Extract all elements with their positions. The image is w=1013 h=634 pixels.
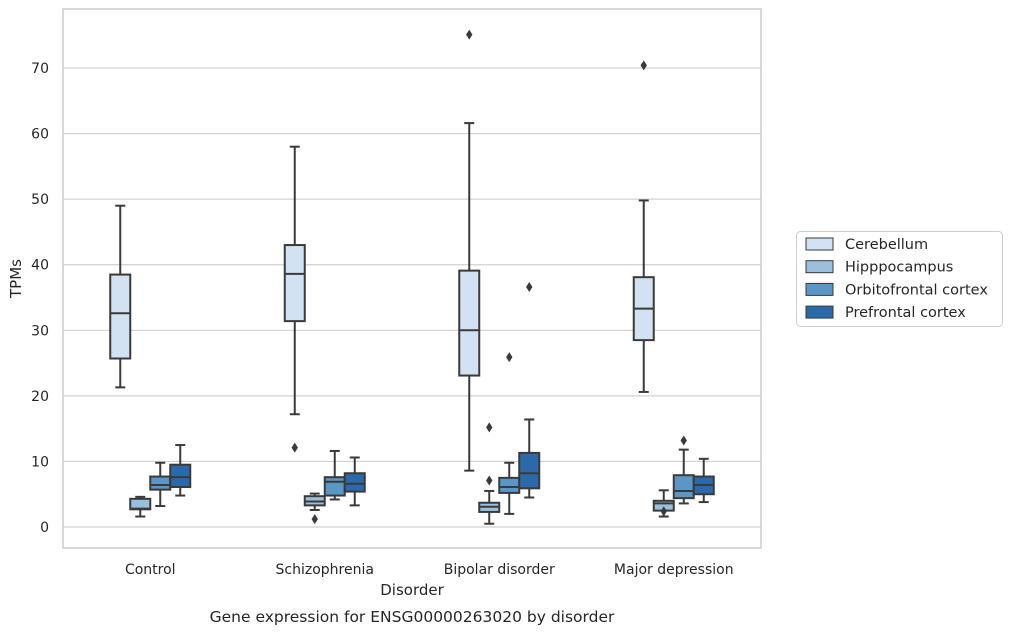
box-iqr <box>283 244 306 323</box>
box-0-1 <box>129 495 152 518</box>
legend-label: Hipppocampus <box>845 260 953 276</box>
outlier-point <box>486 422 493 433</box>
box-0-0 <box>109 204 132 389</box>
x-tick-labels: Control Schizophrenia Bipolar disorder Majo… <box>125 562 734 578</box>
y-axis-label: TPMs <box>7 259 25 299</box>
y-tick-label: 60 <box>31 127 49 143</box>
x-axis-label: Disorder <box>380 581 444 599</box>
outlier-point <box>680 435 687 446</box>
box-2-2 <box>498 352 521 515</box>
y-tick-label: 40 <box>31 258 49 274</box>
box-iqr <box>149 475 172 491</box>
box-iqr <box>518 451 541 490</box>
y-tick-labels: 0 10 20 30 40 50 60 70 <box>31 61 49 536</box>
x-tick-label: Bipolar disorder <box>444 562 555 578</box>
x-tick-label: Major depression <box>614 562 734 578</box>
y-tick-label: 30 <box>31 323 49 339</box>
legend-swatch <box>805 305 834 319</box>
box-2-3 <box>518 282 541 499</box>
legend-label: Prefrontal cortex <box>845 305 966 321</box>
box-iqr <box>343 472 366 493</box>
y-tick-label: 10 <box>31 454 49 470</box>
outlier-point <box>291 442 298 453</box>
legend: Cerebellum Hipppocampus Orbitofrontal cort… <box>796 231 1003 327</box>
x-tick-label: Control <box>125 562 176 578</box>
box-1-3 <box>343 456 366 507</box>
box-2-0 <box>458 29 481 472</box>
y-tick-label: 70 <box>31 61 49 77</box>
legend-label: Cerebellum <box>845 237 928 253</box>
legend-swatch <box>805 282 834 296</box>
box-3-0 <box>632 60 655 393</box>
box-plots <box>109 29 715 525</box>
outlier-point <box>640 60 647 71</box>
outlier-point <box>311 514 318 525</box>
legend-label: Orbitofrontal cortex <box>845 282 988 298</box>
x-tick-label: Schizophrenia <box>276 562 374 578</box>
legend-frame <box>796 231 1003 327</box>
outlier-point <box>466 29 473 40</box>
box-3-2 <box>672 435 695 505</box>
y-tick-label: 50 <box>31 192 49 208</box>
box-iqr <box>109 273 132 360</box>
box-3-3 <box>692 457 715 504</box>
box-0-3 <box>169 444 192 497</box>
y-tick-label: 0 <box>40 520 49 536</box>
outlier-point <box>526 282 533 293</box>
box-iqr <box>169 463 192 489</box>
box-2-1 <box>478 422 501 525</box>
box-iqr <box>458 269 481 377</box>
chart-caption: Gene expression for ENSG00000263020 by d… <box>210 608 615 626</box>
outlier-point <box>660 506 667 517</box>
outlier-point <box>486 475 493 486</box>
box-iqr <box>498 476 521 494</box>
legend-swatch <box>805 260 834 274</box>
box-3-1 <box>652 489 675 518</box>
box-1-0 <box>283 145 306 453</box>
outlier-point <box>506 352 513 363</box>
box-1-1 <box>303 492 326 525</box>
box-iqr <box>323 476 346 497</box>
box-iqr <box>672 474 695 500</box>
y-tick-label: 20 <box>31 389 49 405</box>
plot-frame <box>62 8 762 549</box>
legend-swatch <box>805 237 834 251</box>
